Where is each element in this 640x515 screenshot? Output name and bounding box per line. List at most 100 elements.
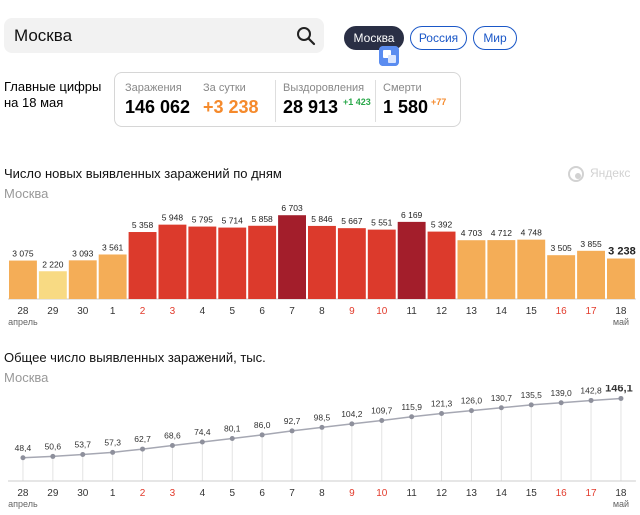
search-input[interactable]: Москва	[14, 26, 73, 45]
stat-deaths-delta: +77	[431, 97, 447, 107]
x-tick-label: 10	[376, 488, 388, 499]
x-tick-label: 1	[110, 306, 116, 317]
region-world-button[interactable]: Мир	[473, 26, 517, 50]
total-cases-line-chart: 48,4 50,6 53,7 57,3 62,7 68,6 74,4 80,1 86,0 92,7…	[8, 385, 636, 509]
data-point	[289, 428, 295, 434]
point-value-label: 142,8	[580, 385, 602, 395]
data-point	[319, 424, 325, 430]
region-russia-button[interactable]: Россия	[410, 26, 467, 50]
bar-value-label: 3 238	[608, 246, 636, 258]
x-tick-label: 29	[47, 306, 59, 317]
point-value-label: 68,6	[164, 430, 181, 440]
x-tick-label: 18	[615, 306, 627, 317]
data-point	[349, 421, 355, 427]
point-value-label: 135,5	[521, 390, 543, 400]
x-tick-label: 15	[526, 488, 538, 499]
x-tick-label: 28	[17, 488, 29, 499]
data-point	[618, 395, 624, 401]
bar-value-label: 4 703	[461, 228, 483, 238]
bar	[218, 227, 247, 299]
bar-value-label: 5 358	[132, 220, 154, 230]
bar	[158, 224, 187, 299]
point-value-label: 50,6	[45, 441, 62, 451]
bar	[308, 225, 336, 299]
bar-value-label: 5 667	[341, 216, 363, 226]
stats-card: Заражения 146 062 За сутки +3 238 Выздор…	[114, 72, 461, 127]
bar-value-label: 6 169	[401, 210, 423, 220]
bar-value-label: 3 075	[12, 249, 34, 259]
translate-icon[interactable]	[379, 46, 399, 66]
bar-value-label: 2 220	[42, 259, 64, 269]
x-tick-label: 1	[110, 488, 116, 499]
point-value-label: 80,1	[224, 424, 241, 434]
month-label: май	[613, 499, 629, 509]
data-point	[588, 397, 594, 403]
bar-value-label: 5 858	[252, 214, 274, 224]
bar-value-label: 4 748	[521, 228, 543, 238]
bar-value-label: 5 551	[371, 218, 393, 228]
x-tick-label: 10	[376, 306, 388, 317]
point-value-label: 98,5	[314, 412, 331, 422]
line-chart-subtitle: Москва	[4, 370, 49, 385]
point-value-label: 48,4	[15, 443, 32, 453]
data-point	[50, 453, 56, 459]
data-point	[80, 452, 86, 458]
stat-daily-value: +3 238	[203, 97, 259, 117]
stat-deaths-label: Смерти	[383, 82, 422, 94]
bar	[188, 226, 217, 299]
point-value-label: 121,3	[431, 398, 453, 408]
yandex-watermark: Яндекс	[568, 166, 640, 182]
x-tick-label: 17	[585, 306, 597, 317]
bar	[367, 229, 396, 299]
x-tick-label: 17	[585, 488, 597, 499]
x-tick-label: 4	[200, 488, 206, 499]
month-label: апрель	[8, 499, 38, 509]
x-tick-label: 9	[349, 488, 355, 499]
x-tick-label: 7	[289, 488, 295, 499]
data-point	[498, 405, 504, 411]
x-tick-label: 30	[77, 306, 89, 317]
bar	[547, 255, 576, 299]
point-value-label: 57,3	[104, 437, 121, 447]
bar-value-label: 5 714	[222, 216, 244, 226]
data-point	[528, 402, 534, 408]
x-tick-label: 28	[17, 306, 29, 317]
bar-value-label: 4 712	[491, 228, 513, 238]
data-point	[229, 436, 235, 442]
x-tick-label: 5	[229, 306, 235, 317]
point-value-label: 92,7	[284, 416, 301, 426]
bar-value-label: 3 561	[102, 242, 124, 252]
x-tick-label: 6	[259, 306, 265, 317]
stat-recovered-delta: +1 423	[343, 97, 371, 107]
bar-value-label: 6 703	[281, 203, 303, 213]
point-value-label: 139,0	[551, 388, 573, 398]
search-box[interactable]: Москва	[4, 18, 324, 53]
stat-recovered-value: 28 913	[283, 97, 339, 117]
line-chart-title: Общее число выявленных заражений, тыс.	[4, 350, 266, 365]
stat-recovered-label: Выздоровления	[283, 82, 365, 94]
bar-chart-title: Число новых выявленных заражений по дням	[4, 166, 282, 181]
x-tick-label: 4	[200, 306, 206, 317]
bar	[248, 225, 277, 299]
x-tick-label: 15	[526, 306, 538, 317]
point-value-label: 104,2	[341, 409, 363, 419]
x-tick-label: 14	[496, 306, 508, 317]
point-value-label: 53,7	[74, 440, 91, 450]
watermark-text: Яндекс	[590, 166, 631, 180]
bar-value-label: 3 855	[580, 239, 602, 249]
bar	[337, 228, 366, 299]
x-tick-label: 12	[436, 306, 448, 317]
bar	[68, 260, 97, 299]
bar	[517, 239, 546, 299]
bar	[487, 240, 516, 299]
stat-infections-label: Заражения	[125, 82, 182, 94]
x-tick-label: 3	[170, 488, 176, 499]
data-point	[259, 432, 265, 438]
x-tick-label: 2	[140, 488, 146, 499]
bar	[427, 231, 456, 299]
search-icon[interactable]	[296, 26, 316, 46]
point-value-label: 130,7	[491, 393, 513, 403]
bar-value-label: 3 093	[72, 248, 94, 258]
x-tick-label: 2	[140, 306, 146, 317]
